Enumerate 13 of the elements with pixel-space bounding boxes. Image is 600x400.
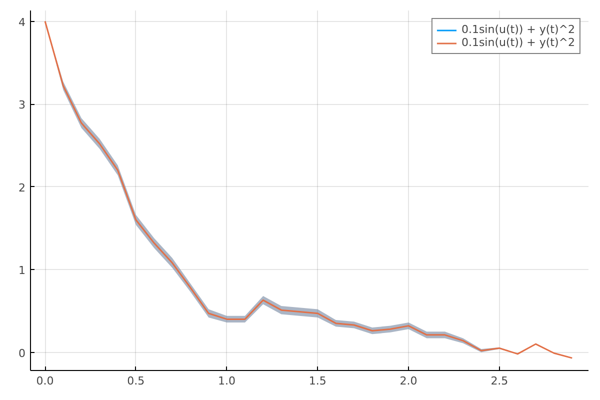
legend-label: 0.1sin(u(t)) + y(t)^2	[461, 36, 575, 49]
x-tick-label: 1.0	[218, 374, 236, 388]
x-tick-label: 2.0	[400, 374, 418, 388]
legend-label: 0.1sin(u(t)) + y(t)^2	[461, 23, 575, 36]
y-tick-label: 1	[18, 264, 26, 278]
x-tick-label: 0.5	[127, 374, 145, 388]
y-tick-label: 4	[18, 16, 26, 29]
x-tick-label: 0.0	[36, 374, 54, 388]
y-tick-label: 2	[18, 181, 26, 194]
x-tick-label: 2.5	[490, 374, 508, 388]
y-tick-label: 3	[18, 98, 26, 112]
x-tick-label: 1.5	[308, 374, 326, 388]
y-tick-label: 0	[18, 346, 26, 360]
